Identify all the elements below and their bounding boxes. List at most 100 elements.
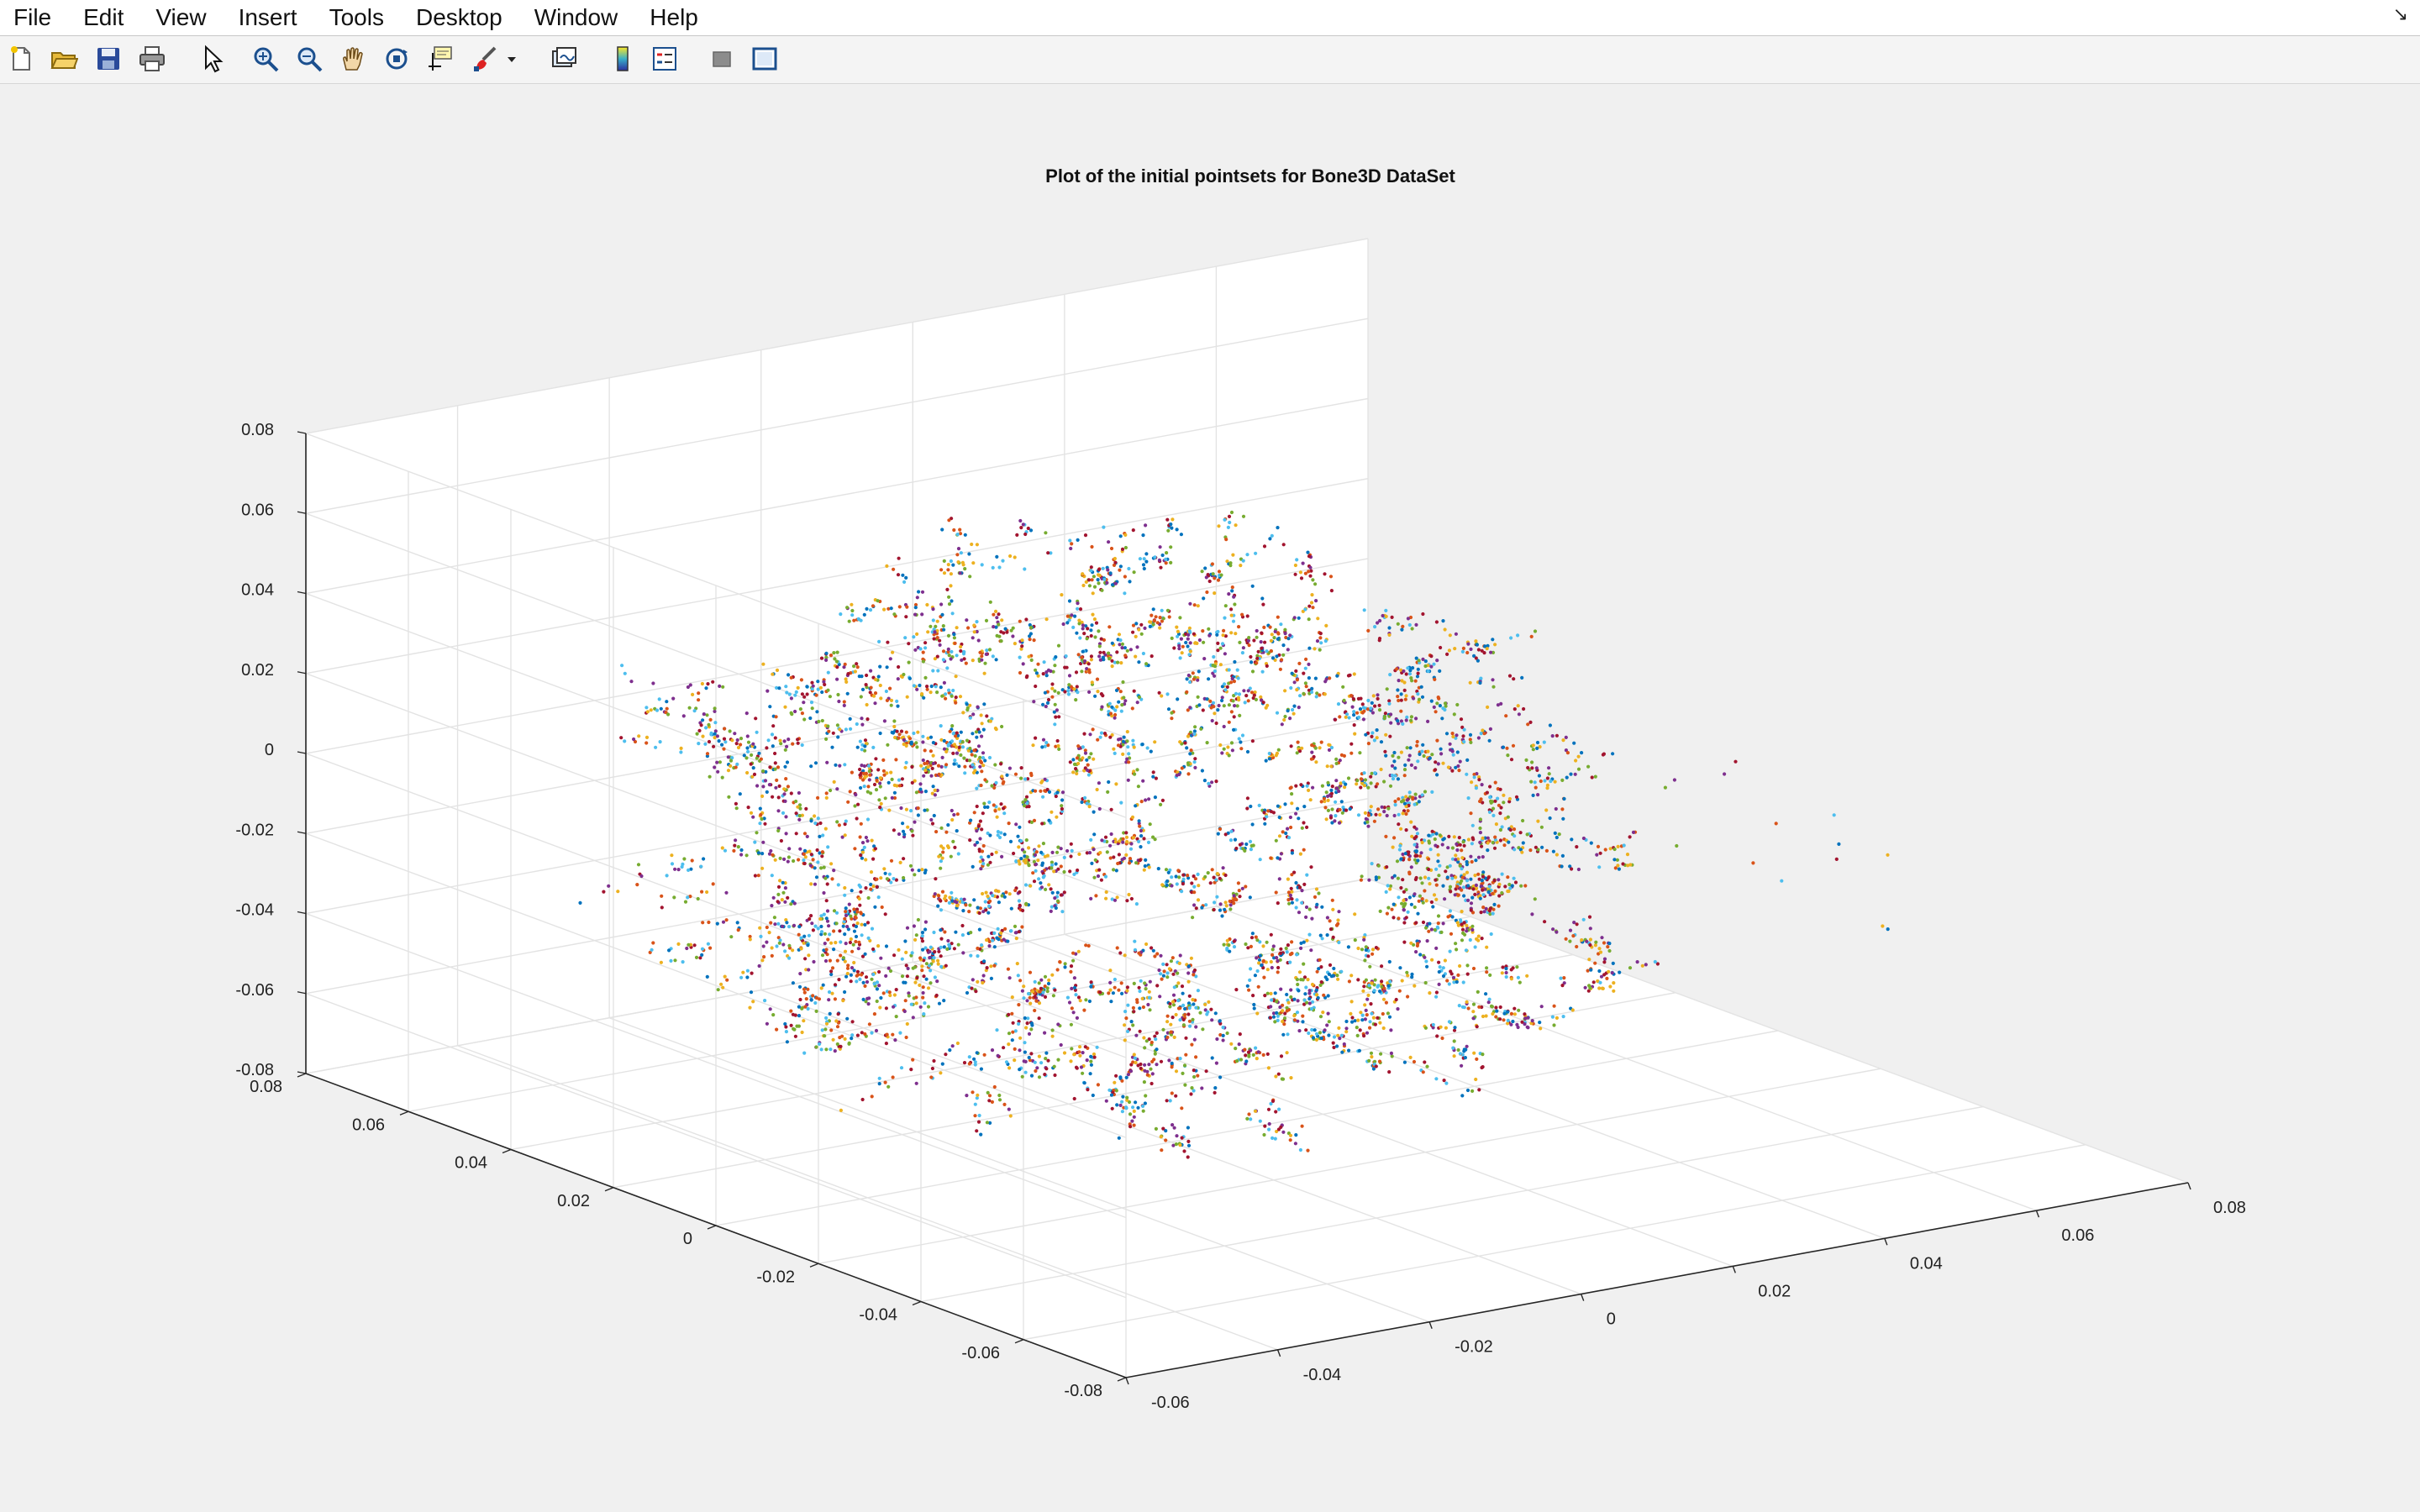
data-point <box>1655 962 1660 966</box>
data-point <box>1382 810 1386 814</box>
hide-plot-tools-icon[interactable] <box>706 43 738 75</box>
data-point <box>1434 768 1438 772</box>
data-point <box>723 974 727 979</box>
data-point <box>886 780 891 785</box>
data-point <box>1296 806 1300 811</box>
data-point <box>987 904 992 908</box>
menu-help[interactable]: Help <box>650 4 698 30</box>
data-point <box>1132 1109 1136 1113</box>
menu-edit[interactable]: Edit <box>83 4 124 30</box>
data-point <box>1369 805 1373 809</box>
data-point <box>1137 627 1141 632</box>
data-point <box>828 695 833 699</box>
menu-tools[interactable]: Tools <box>329 4 384 30</box>
data-point <box>1021 908 1025 913</box>
menu-window[interactable]: Window <box>534 4 618 30</box>
link-plot-icon[interactable] <box>548 43 580 75</box>
data-point <box>955 553 960 557</box>
data-point <box>1082 1081 1086 1085</box>
data-point <box>1363 1017 1367 1021</box>
data-point <box>802 1051 807 1055</box>
legend-icon[interactable] <box>649 43 681 75</box>
data-point <box>791 742 795 746</box>
data-point <box>900 777 904 781</box>
data-point <box>1192 1002 1196 1006</box>
data-point <box>953 759 957 763</box>
data-point <box>1494 1015 1498 1019</box>
dock-arrow-icon[interactable]: ↘ <box>2392 3 2408 24</box>
data-point <box>1121 739 1125 744</box>
data-point <box>1475 1057 1479 1061</box>
data-cursor-icon[interactable] <box>424 43 456 75</box>
data-point <box>1028 884 1033 888</box>
data-point <box>734 801 739 806</box>
zoom-in-icon[interactable] <box>250 43 281 75</box>
data-point <box>791 948 795 953</box>
data-point <box>1434 760 1438 764</box>
data-point <box>1120 1079 1124 1083</box>
data-point <box>857 675 861 679</box>
data-point <box>1117 633 1122 637</box>
data-point <box>1191 671 1195 675</box>
data-point <box>1297 616 1301 620</box>
data-point <box>985 966 989 970</box>
data-point <box>961 711 965 715</box>
data-point <box>1158 995 1162 999</box>
data-point <box>1327 743 1331 747</box>
data-point <box>1407 790 1412 795</box>
colorbar-icon[interactable] <box>607 43 639 75</box>
data-point <box>1081 627 1085 631</box>
data-point <box>1008 1114 1013 1118</box>
pan-hand-icon[interactable] <box>337 43 369 75</box>
show-plot-tools-icon[interactable] <box>749 43 781 75</box>
menu-file[interactable]: File <box>13 4 52 30</box>
new-figure-icon[interactable] <box>5 43 37 75</box>
data-point <box>792 1026 796 1031</box>
data-point <box>1145 1069 1150 1074</box>
data-point <box>878 776 882 780</box>
data-point <box>1382 717 1386 721</box>
scatter3d-plot[interactable]: -0.06-0.04-0.0200.020.040.060.08-0.08-0.… <box>0 84 2420 1512</box>
rotate-3d-icon[interactable] <box>381 43 413 75</box>
data-point <box>860 973 864 977</box>
menu-view[interactable]: View <box>155 4 207 30</box>
data-point <box>952 762 956 766</box>
print-icon[interactable] <box>136 43 168 75</box>
data-point <box>1411 795 1415 800</box>
data-point <box>1439 645 1443 650</box>
data-point <box>872 1012 876 1016</box>
zoom-out-icon[interactable] <box>293 43 325 75</box>
data-point <box>1018 979 1023 983</box>
data-point <box>1184 640 1188 645</box>
menu-desktop[interactable]: Desktop <box>415 4 502 30</box>
data-point <box>1025 674 1029 679</box>
data-point <box>1396 876 1400 880</box>
data-point <box>773 761 777 765</box>
data-point <box>1178 953 1182 958</box>
data-point <box>1480 783 1484 787</box>
data-point <box>1388 887 1392 891</box>
data-point <box>940 755 944 760</box>
data-point <box>935 654 939 659</box>
data-point <box>1318 636 1323 640</box>
data-point <box>932 956 936 960</box>
data-point <box>942 559 946 564</box>
data-point <box>1294 669 1298 674</box>
data-point <box>1129 842 1134 846</box>
data-point <box>923 641 928 645</box>
save-icon[interactable] <box>92 43 124 75</box>
brush-icon[interactable] <box>470 43 502 75</box>
menu-insert[interactable]: Insert <box>238 4 297 30</box>
brush-dropdown-icon[interactable] <box>504 43 519 75</box>
data-point <box>1314 887 1319 891</box>
data-point <box>1231 898 1236 903</box>
data-point <box>1255 969 1260 974</box>
data-point <box>774 785 778 790</box>
data-point <box>1244 1053 1248 1058</box>
data-point <box>1131 738 1135 743</box>
data-point <box>1309 690 1314 695</box>
open-file-icon[interactable] <box>48 43 80 75</box>
edit-plot-arrow-icon[interactable] <box>197 43 229 75</box>
data-point <box>930 766 934 771</box>
data-point <box>775 1027 779 1032</box>
